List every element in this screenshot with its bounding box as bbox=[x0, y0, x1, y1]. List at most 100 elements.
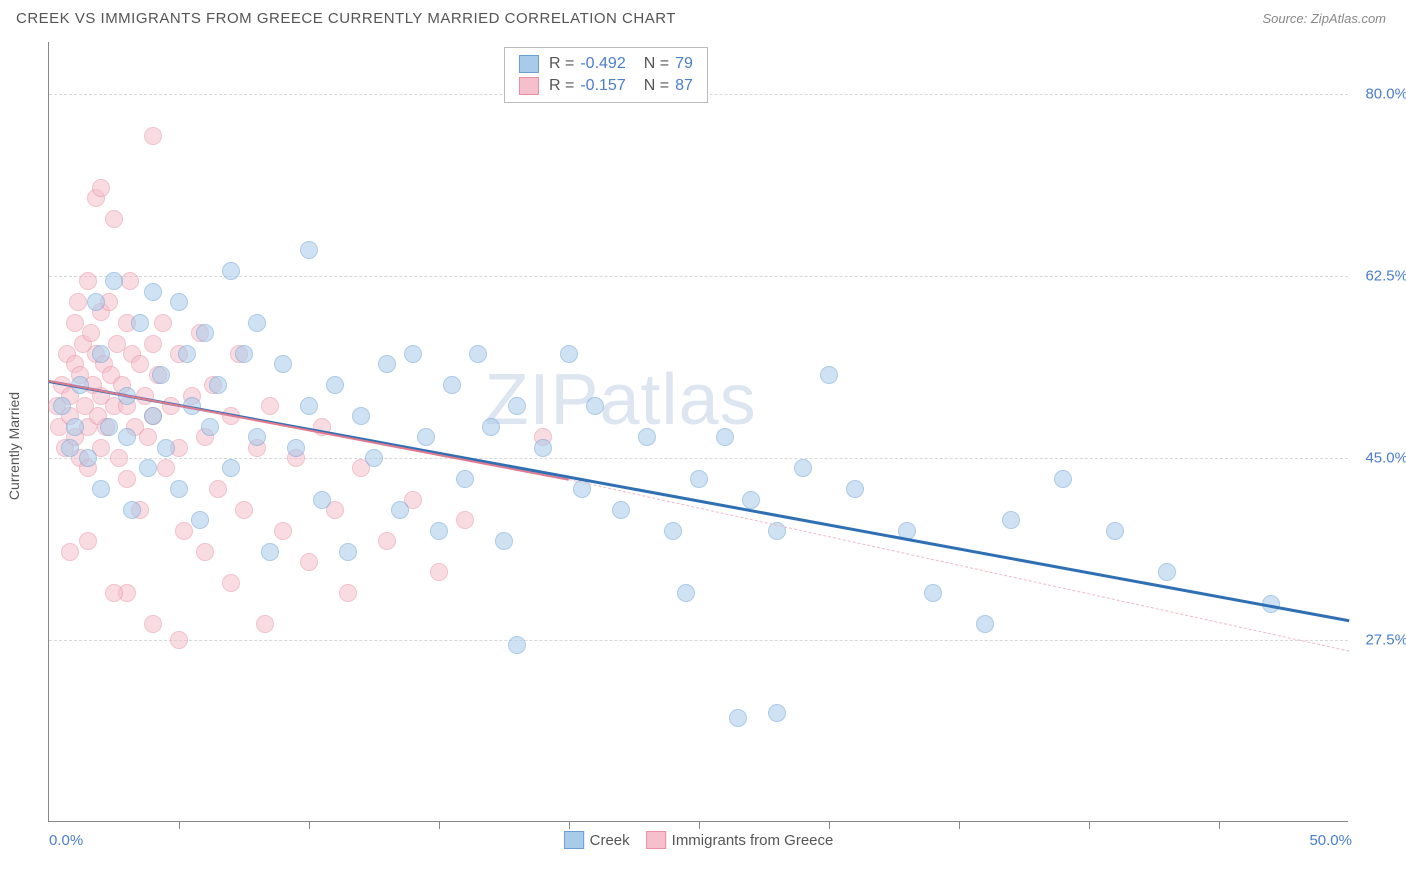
scatter-chart: ZIPatlas 27.5%45.0%62.5%80.0%0.0%50.0%R … bbox=[48, 42, 1348, 822]
data-point bbox=[118, 470, 136, 488]
data-point bbox=[508, 397, 526, 415]
legend-swatch bbox=[646, 831, 666, 849]
data-point bbox=[924, 584, 942, 602]
data-point bbox=[157, 459, 175, 477]
data-point bbox=[139, 428, 157, 446]
data-point bbox=[92, 345, 110, 363]
data-point bbox=[677, 584, 695, 602]
data-point bbox=[222, 262, 240, 280]
data-point bbox=[430, 522, 448, 540]
data-point bbox=[560, 345, 578, 363]
data-point bbox=[144, 127, 162, 145]
data-point bbox=[170, 293, 188, 311]
data-point bbox=[178, 345, 196, 363]
data-point bbox=[121, 272, 139, 290]
legend-row: R = -0.492N = 79 bbox=[519, 53, 693, 75]
data-point bbox=[1002, 511, 1020, 529]
data-point bbox=[352, 407, 370, 425]
data-point bbox=[469, 345, 487, 363]
x-tick bbox=[1219, 821, 1220, 829]
data-point bbox=[209, 376, 227, 394]
legend-item: Creek bbox=[564, 831, 630, 849]
data-point bbox=[1158, 563, 1176, 581]
data-point bbox=[274, 522, 292, 540]
data-point bbox=[729, 709, 747, 727]
x-tick bbox=[179, 821, 180, 829]
data-point bbox=[313, 491, 331, 509]
data-point bbox=[66, 418, 84, 436]
data-point bbox=[152, 366, 170, 384]
gridline bbox=[49, 640, 1348, 641]
data-point bbox=[144, 615, 162, 633]
data-point bbox=[339, 584, 357, 602]
data-point bbox=[976, 615, 994, 633]
data-point bbox=[638, 428, 656, 446]
data-point bbox=[154, 314, 172, 332]
data-point bbox=[256, 615, 274, 633]
data-point bbox=[261, 397, 279, 415]
data-point bbox=[274, 355, 292, 373]
y-tick-label: 80.0% bbox=[1353, 86, 1406, 103]
legend-label: Immigrants from Greece bbox=[672, 832, 834, 849]
watermark: ZIPatlas bbox=[484, 359, 756, 441]
legend-swatch bbox=[519, 77, 539, 95]
data-point bbox=[201, 418, 219, 436]
data-point bbox=[79, 532, 97, 550]
data-point bbox=[92, 179, 110, 197]
data-point bbox=[131, 314, 149, 332]
data-point bbox=[61, 543, 79, 561]
data-point bbox=[100, 418, 118, 436]
data-point bbox=[664, 522, 682, 540]
data-point bbox=[118, 428, 136, 446]
x-tick bbox=[569, 821, 570, 829]
data-point bbox=[191, 511, 209, 529]
data-point bbox=[110, 449, 128, 467]
x-tick bbox=[439, 821, 440, 829]
x-tick-label: 50.0% bbox=[1309, 832, 1352, 849]
trend-line bbox=[569, 479, 1349, 652]
data-point bbox=[378, 355, 396, 373]
data-point bbox=[144, 335, 162, 353]
data-point bbox=[586, 397, 604, 415]
data-point bbox=[235, 501, 253, 519]
data-point bbox=[196, 324, 214, 342]
data-point bbox=[534, 439, 552, 457]
data-point bbox=[222, 459, 240, 477]
data-point bbox=[820, 366, 838, 384]
chart-title: CREEK VS IMMIGRANTS FROM GREECE CURRENTL… bbox=[16, 10, 676, 27]
data-point bbox=[209, 480, 227, 498]
x-tick bbox=[1089, 821, 1090, 829]
x-tick bbox=[309, 821, 310, 829]
data-point bbox=[157, 439, 175, 457]
data-point bbox=[82, 324, 100, 342]
correlation-legend: R = -0.492N = 79R = -0.157N = 87 bbox=[504, 47, 708, 103]
data-point bbox=[404, 345, 422, 363]
x-tick bbox=[699, 821, 700, 829]
y-tick-label: 27.5% bbox=[1353, 632, 1406, 649]
data-point bbox=[482, 418, 500, 436]
data-point bbox=[391, 501, 409, 519]
data-point bbox=[105, 584, 123, 602]
data-point bbox=[131, 355, 149, 373]
data-point bbox=[378, 532, 396, 550]
data-point bbox=[846, 480, 864, 498]
data-point bbox=[123, 501, 141, 519]
data-point bbox=[300, 553, 318, 571]
data-point bbox=[430, 563, 448, 581]
data-point bbox=[508, 636, 526, 654]
legend-swatch bbox=[564, 831, 584, 849]
data-point bbox=[261, 543, 279, 561]
data-point bbox=[300, 397, 318, 415]
y-tick-label: 45.0% bbox=[1353, 450, 1406, 467]
data-point bbox=[417, 428, 435, 446]
x-tick bbox=[959, 821, 960, 829]
data-point bbox=[456, 511, 474, 529]
data-point bbox=[495, 532, 513, 550]
data-point bbox=[443, 376, 461, 394]
data-point bbox=[144, 283, 162, 301]
x-tick bbox=[829, 821, 830, 829]
data-point bbox=[1054, 470, 1072, 488]
data-point bbox=[222, 574, 240, 592]
legend-swatch bbox=[519, 55, 539, 73]
data-point bbox=[235, 345, 253, 363]
